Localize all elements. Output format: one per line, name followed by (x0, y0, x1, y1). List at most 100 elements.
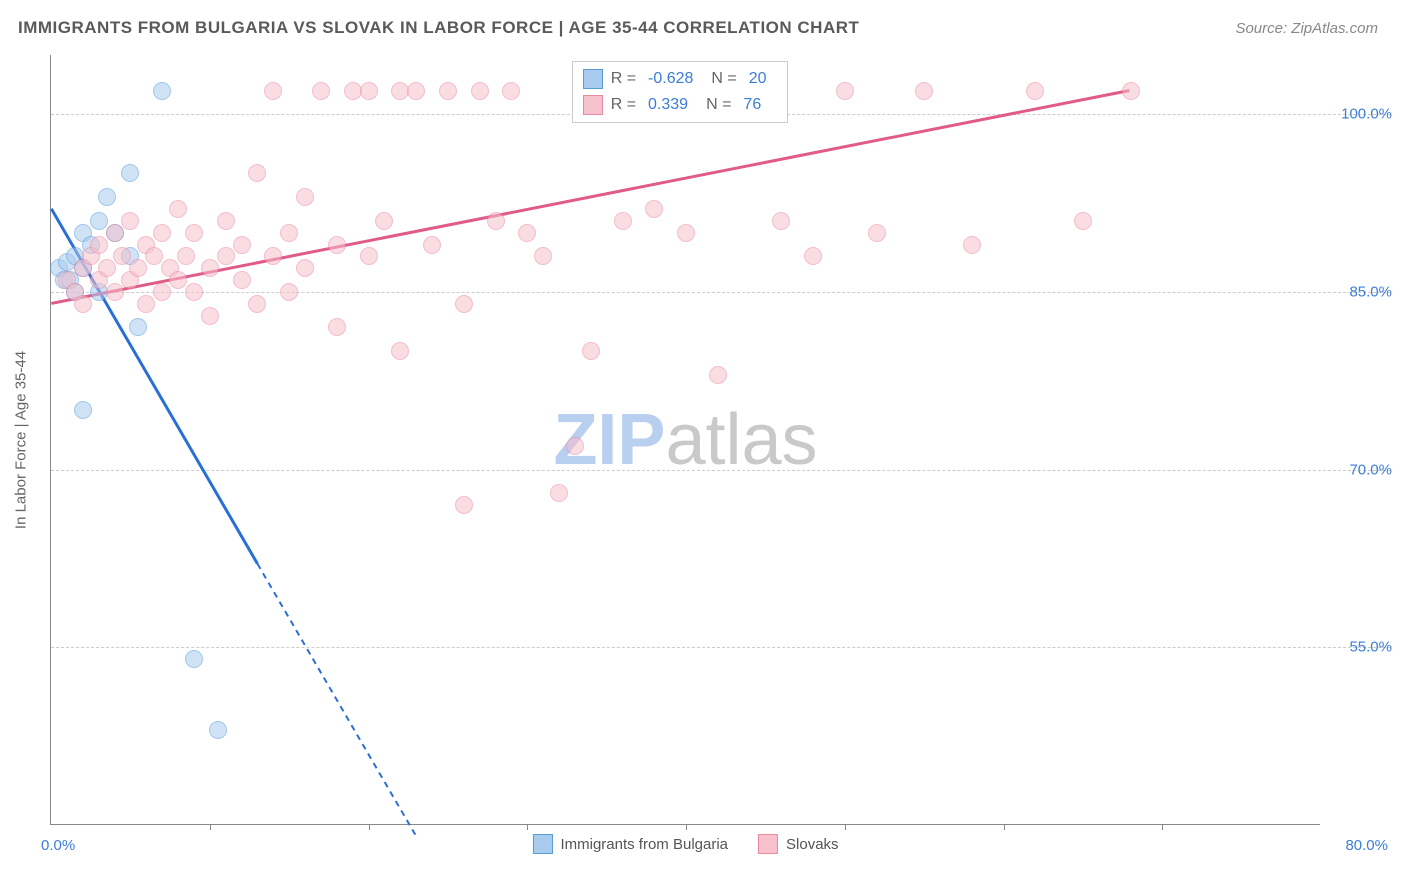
legend-r-label: R = (611, 96, 636, 114)
data-point (185, 283, 203, 301)
trend-lines (51, 55, 1320, 824)
data-point (185, 224, 203, 242)
data-point (677, 224, 695, 242)
data-point (645, 200, 663, 218)
data-point (129, 259, 147, 277)
x-tick (1162, 824, 1163, 830)
gridline (51, 647, 1391, 648)
data-point (169, 271, 187, 289)
data-point (98, 188, 116, 206)
data-point (74, 295, 92, 313)
data-point (439, 82, 457, 100)
x-axis-max-label: 80.0% (1345, 837, 1388, 854)
data-point (1122, 82, 1140, 100)
watermark: ZIPatlas (553, 399, 817, 481)
data-point (502, 82, 520, 100)
watermark-atlas: atlas (665, 400, 817, 480)
data-point (121, 212, 139, 230)
data-point (328, 236, 346, 254)
data-point (185, 650, 203, 668)
data-point (582, 342, 600, 360)
x-tick (527, 824, 528, 830)
data-point (709, 366, 727, 384)
x-tick (210, 824, 211, 830)
data-point (534, 247, 552, 265)
data-point (248, 295, 266, 313)
data-point (455, 496, 473, 514)
gridline (51, 292, 1391, 293)
data-point (201, 307, 219, 325)
legend-label: Slovaks (786, 836, 839, 853)
legend-item: Immigrants from Bulgaria (532, 834, 728, 854)
data-point (264, 82, 282, 100)
data-point (407, 82, 425, 100)
data-point (177, 247, 195, 265)
y-tick-label: 55.0% (1349, 639, 1392, 656)
data-point (312, 82, 330, 100)
legend-r-value: 0.339 (648, 96, 688, 114)
data-point (280, 283, 298, 301)
source-attribution: Source: ZipAtlas.com (1235, 20, 1378, 37)
data-point (328, 318, 346, 336)
data-point (614, 212, 632, 230)
legend-swatch (532, 834, 552, 854)
legend-swatch (583, 95, 603, 115)
data-point (1026, 82, 1044, 100)
legend-item: Slovaks (758, 834, 839, 854)
data-point (233, 236, 251, 254)
data-point (217, 247, 235, 265)
x-axis-min-label: 0.0% (41, 837, 75, 854)
data-point (471, 82, 489, 100)
data-point (423, 236, 441, 254)
data-point (280, 224, 298, 242)
data-point (375, 212, 393, 230)
x-tick (686, 824, 687, 830)
legend-n-label: N = (706, 96, 731, 114)
data-point (360, 82, 378, 100)
data-point (201, 259, 219, 277)
data-point (106, 283, 124, 301)
y-tick-label: 85.0% (1349, 283, 1392, 300)
data-point (836, 82, 854, 100)
data-point (121, 164, 139, 182)
data-point (566, 437, 584, 455)
data-point (233, 271, 251, 289)
data-point (518, 224, 536, 242)
legend-swatch (758, 834, 778, 854)
data-point (360, 247, 378, 265)
legend-r-value: -0.628 (648, 70, 693, 88)
data-point (296, 259, 314, 277)
data-point (915, 82, 933, 100)
y-tick-label: 70.0% (1349, 461, 1392, 478)
data-point (113, 247, 131, 265)
data-point (90, 236, 108, 254)
data-point (209, 721, 227, 739)
y-axis-title: In Labor Force | Age 35-44 (13, 350, 30, 528)
legend-n-value: 20 (749, 70, 767, 88)
data-point (90, 212, 108, 230)
data-point (550, 484, 568, 502)
x-tick (845, 824, 846, 830)
data-point (1074, 212, 1092, 230)
data-point (106, 224, 124, 242)
data-point (169, 200, 187, 218)
chart-title: IMMIGRANTS FROM BULGARIA VS SLOVAK IN LA… (18, 18, 859, 38)
data-point (137, 295, 155, 313)
data-point (129, 318, 147, 336)
data-point (804, 247, 822, 265)
correlation-legend: R =-0.628N =20R =0.339N =76 (572, 61, 788, 123)
x-tick (369, 824, 370, 830)
data-point (455, 295, 473, 313)
data-point (296, 188, 314, 206)
data-point (153, 224, 171, 242)
data-point (391, 342, 409, 360)
y-tick-label: 100.0% (1341, 106, 1392, 123)
legend-label: Immigrants from Bulgaria (560, 836, 728, 853)
legend-n-label: N = (711, 70, 736, 88)
legend-row: R =0.339N =76 (583, 92, 777, 118)
data-point (487, 212, 505, 230)
data-point (264, 247, 282, 265)
data-point (145, 247, 163, 265)
plot-area: In Labor Force | Age 35-44 55.0%70.0%85.… (50, 55, 1320, 825)
data-point (98, 259, 116, 277)
